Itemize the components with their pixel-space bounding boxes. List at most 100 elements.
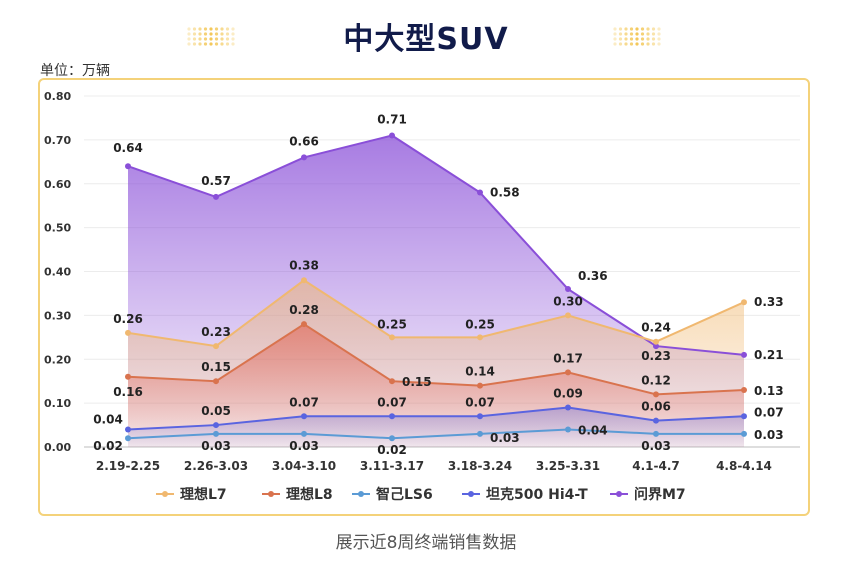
data-point-series-2 [653, 391, 659, 398]
decorative-dots-right [612, 26, 664, 48]
legend-label: 理想L7 [180, 486, 227, 503]
data-point-series-4 [125, 426, 131, 433]
data-label-series-5: 0.66 [289, 134, 319, 148]
data-label-series-5: 0.58 [490, 186, 520, 200]
area-fill-series-4 [128, 407, 744, 447]
data-label-series-3: 0.03 [754, 428, 784, 442]
data-point-series-4 [301, 413, 307, 420]
series-line-2 [127, 322, 745, 396]
data-label-series-1: 0.26 [113, 312, 143, 326]
data-point-series-3 [653, 430, 659, 437]
x-tick-label: 4.8-4.14 [716, 459, 772, 473]
data-point-series-4 [477, 413, 483, 420]
data-point-series-1 [389, 334, 395, 341]
data-point-series-4 [653, 417, 659, 424]
data-point-series-2 [301, 321, 307, 328]
data-label-series-4: 0.06 [641, 400, 671, 414]
data-label-series-3: 0.03 [641, 439, 671, 453]
data-label-series-2: 0.16 [113, 385, 143, 399]
data-point-series-1 [565, 312, 571, 319]
data-point-series-5 [125, 163, 131, 170]
data-point-series-2 [389, 378, 395, 385]
series-line-3 [127, 428, 744, 440]
data-label-series-2: 0.28 [289, 303, 319, 317]
data-label-series-3: 0.04 [578, 423, 608, 437]
legend-label: 坦克500 Hi4-T [486, 486, 588, 503]
data-label-series-4: 0.07 [754, 405, 784, 419]
data-label-series-1: 0.33 [754, 295, 784, 309]
x-tick-label: 2.26-3.03 [184, 459, 248, 473]
data-point-series-5 [741, 351, 747, 358]
legend-swatch-marker [616, 491, 622, 497]
data-label-series-2: 0.15 [402, 375, 432, 389]
data-label-series-1: 0.25 [377, 317, 407, 331]
data-point-series-5 [301, 154, 307, 161]
x-tick-label: 4.1-4.7 [632, 459, 680, 473]
data-point-series-3 [477, 430, 483, 437]
data-label-series-1: 0.23 [201, 325, 231, 339]
x-tick-label: 3.25-3.31 [536, 459, 600, 473]
data-label-series-4: 0.07 [465, 395, 495, 409]
x-tick-label: 3.04-3.10 [272, 459, 336, 473]
decorative-dots-left [186, 26, 238, 48]
data-point-series-3 [389, 435, 395, 442]
data-label-series-4: 0.09 [553, 387, 583, 401]
unit-label: 单位：万辆 [40, 63, 110, 79]
data-point-series-5 [213, 193, 219, 200]
y-tick-label: 0.40 [44, 266, 71, 279]
data-point-series-4 [389, 413, 395, 420]
data-point-series-1 [125, 329, 131, 336]
data-label-series-2: 0.15 [201, 360, 231, 374]
y-tick-label: 0.10 [44, 397, 71, 410]
data-point-series-5 [389, 132, 395, 139]
data-point-series-3 [565, 426, 571, 433]
data-point-series-3 [301, 430, 307, 437]
y-tick-label: 0.60 [44, 178, 71, 191]
legend-swatch-marker [468, 491, 474, 497]
data-label-series-1: 0.38 [289, 258, 319, 272]
data-label-series-1: 0.30 [553, 294, 583, 308]
data-point-series-1 [653, 338, 659, 345]
data-label-series-5: 0.57 [201, 174, 231, 188]
data-label-series-3: 0.03 [289, 439, 319, 453]
legend-swatch-marker [268, 491, 274, 497]
data-label-series-1: 0.25 [465, 317, 495, 331]
data-point-series-4 [741, 413, 747, 420]
data-point-series-3 [125, 435, 131, 442]
data-point-series-2 [565, 369, 571, 376]
data-label-series-3: 0.02 [93, 439, 123, 453]
data-point-series-1 [741, 299, 747, 306]
data-label-series-4: 0.07 [377, 395, 407, 409]
data-point-series-3 [741, 430, 747, 437]
data-label-series-4: 0.05 [201, 404, 231, 418]
data-point-series-5 [565, 286, 571, 293]
data-point-series-2 [125, 373, 131, 380]
data-label-series-5: 0.64 [113, 141, 143, 155]
data-label-series-2: 0.13 [754, 384, 784, 398]
data-label-series-2: 0.12 [641, 373, 671, 387]
data-point-series-2 [213, 378, 219, 385]
data-point-series-2 [477, 382, 483, 389]
series-line-1 [127, 279, 745, 348]
y-tick-label: 0.80 [44, 90, 71, 103]
legend-swatch-marker [162, 491, 168, 497]
data-label-series-3: 0.03 [201, 439, 231, 453]
data-point-series-4 [565, 404, 571, 411]
data-label-series-2: 0.17 [553, 351, 583, 365]
y-tick-label: 0.20 [44, 353, 71, 366]
x-tick-label: 3.11-3.17 [360, 459, 424, 473]
data-label-series-4: 0.04 [93, 412, 123, 426]
y-tick-label: 0.00 [44, 441, 71, 454]
data-label-series-5: 0.23 [641, 349, 671, 363]
data-point-series-3 [213, 430, 219, 437]
data-point-series-1 [213, 343, 219, 350]
legend-swatch-marker [358, 491, 364, 497]
data-point-series-1 [301, 277, 307, 284]
y-tick-label: 0.50 [44, 222, 71, 235]
data-point-series-4 [213, 422, 219, 429]
line-chart: 0.00 0.10 0.20 0.30 0.40 0.50 0.60 0.70 0.80 2.19… [44, 90, 800, 503]
legend-label: 问界M7 [634, 486, 686, 503]
legend-label: 理想L8 [286, 486, 333, 503]
data-label-series-5: 0.36 [578, 269, 608, 283]
x-tick-label: 3.18-3.24 [448, 459, 512, 473]
